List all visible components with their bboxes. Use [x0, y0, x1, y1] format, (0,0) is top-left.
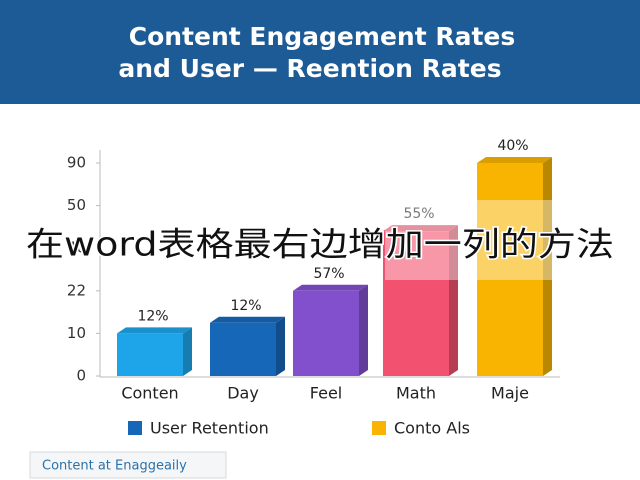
bar-side [183, 327, 192, 376]
bar-side [359, 284, 368, 376]
x-tick-label: Day [227, 384, 259, 403]
y-tick-label: 40 [67, 239, 86, 257]
bar [383, 231, 449, 376]
bar-side [276, 316, 285, 376]
y-tick-label: 0 [76, 367, 86, 385]
bar-top [117, 327, 192, 334]
bar [477, 163, 543, 376]
x-tick-label: Maje [491, 384, 529, 403]
legend-label: Conto Als [394, 419, 470, 438]
y-tick-label: 10 [67, 324, 86, 342]
x-tick-label: Feel [310, 384, 342, 403]
bar [117, 333, 183, 376]
bar-label: 12% [230, 298, 261, 314]
x-tick-label: Conten [121, 384, 178, 403]
bar-label: 57% [313, 266, 344, 282]
bar-label: 55% [403, 206, 434, 222]
bar-top [383, 225, 458, 232]
legend-swatch [128, 421, 142, 435]
y-tick-label: 22 [67, 281, 86, 299]
overlay-text: 在word表格最右边增加一列的方法 [26, 225, 614, 264]
footer: Content at Enaggeaily [42, 459, 187, 474]
header-band [0, 0, 640, 104]
bar-top [293, 284, 368, 291]
bar-side [543, 157, 552, 376]
bar-label: 40% [497, 138, 528, 154]
overlay-band [385, 200, 555, 280]
chart-title: and User — Reention Rates [118, 54, 501, 83]
y-tick-label: 50 [67, 196, 86, 214]
legend-label: User Retention [150, 419, 269, 438]
bar [210, 322, 276, 376]
y-tick-label: 90 [67, 154, 86, 172]
bar-top [477, 157, 552, 163]
x-tick-label: Math [396, 384, 436, 403]
bar [293, 290, 359, 376]
footer-box [29, 451, 227, 479]
bar-label: 12% [137, 308, 168, 324]
chart-title: Content Engagement Rates [129, 22, 516, 51]
legend-swatch [372, 421, 386, 435]
bar-top [210, 316, 285, 323]
bar-side [449, 225, 458, 376]
